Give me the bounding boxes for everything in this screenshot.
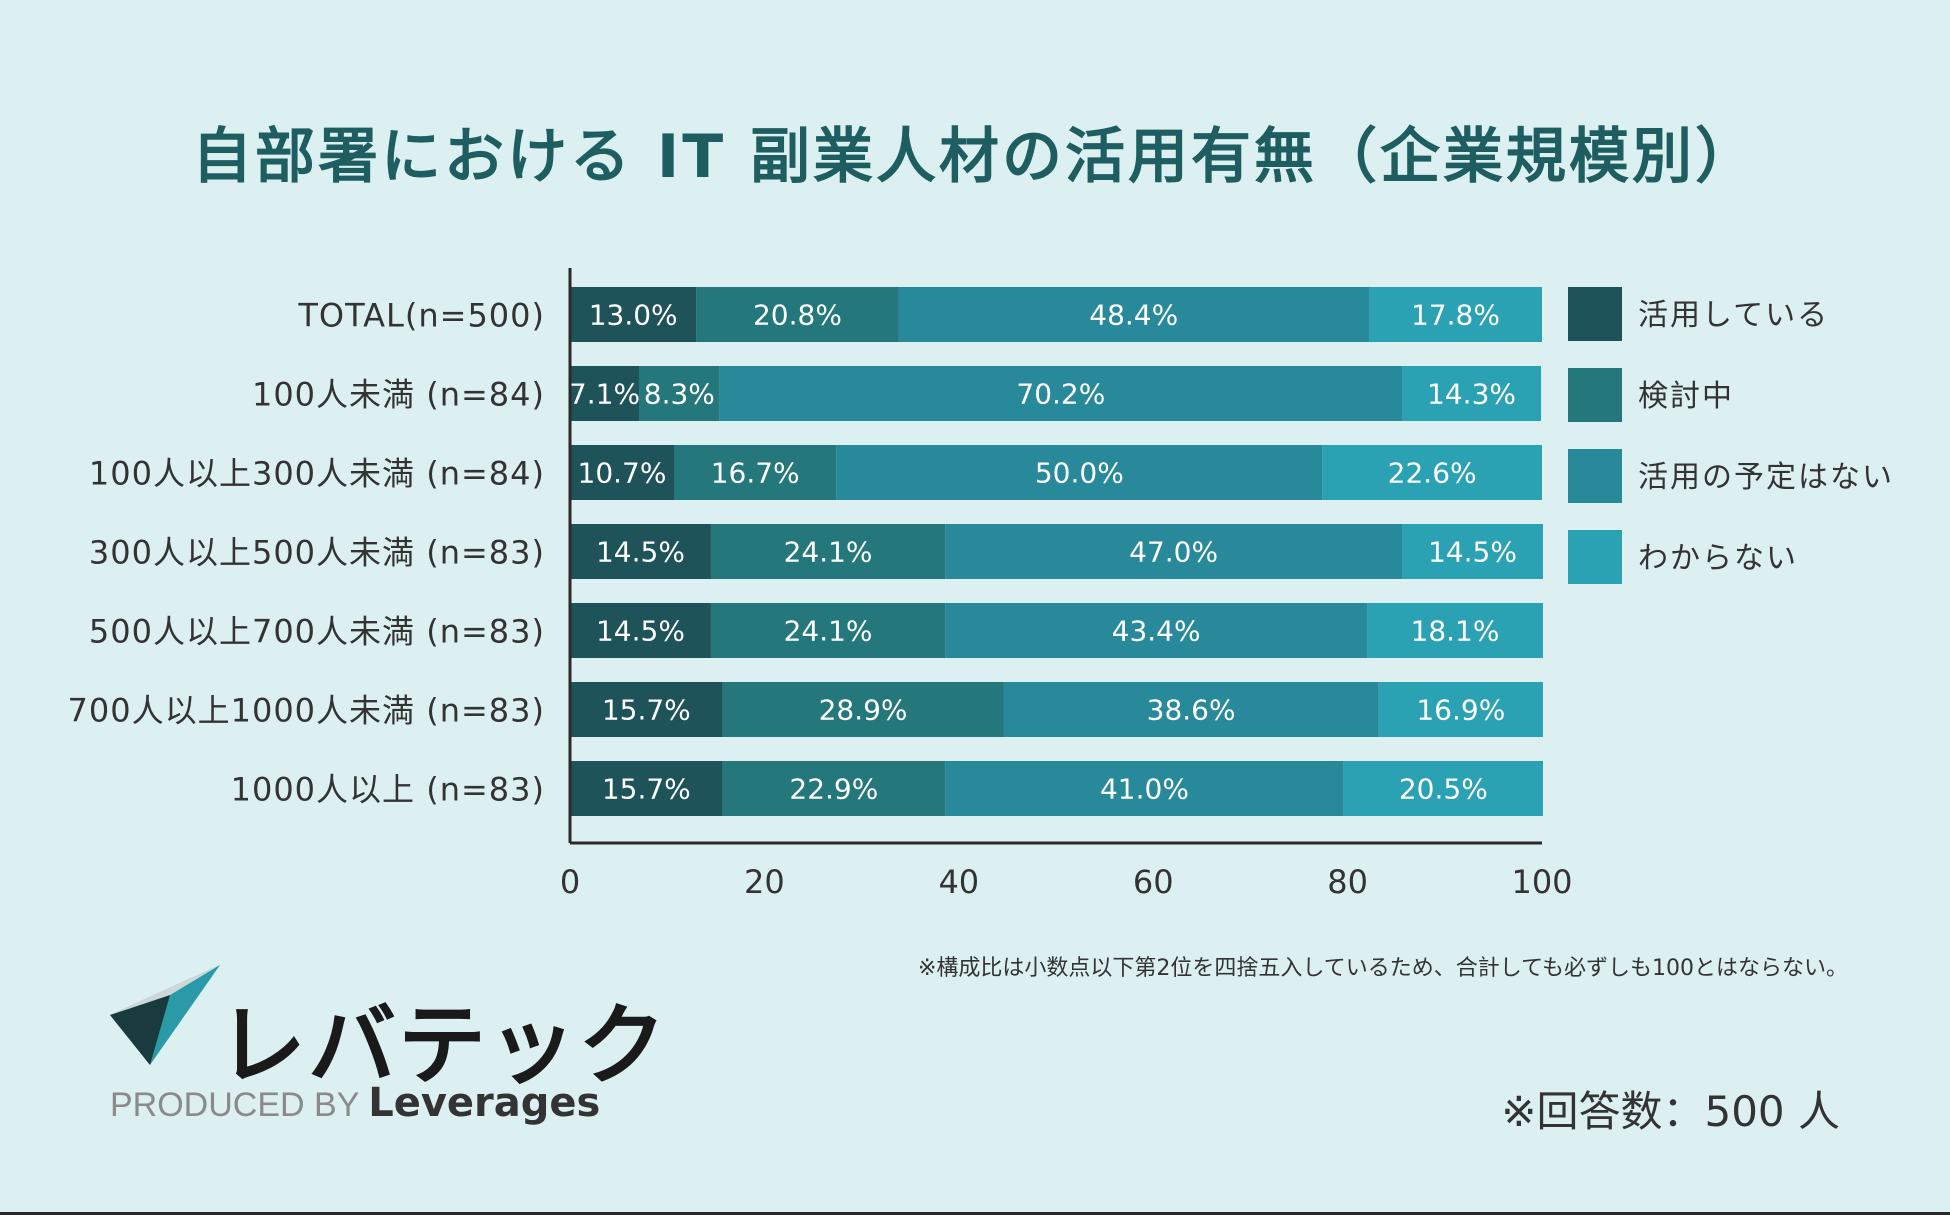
- bar-segment: [1322, 445, 1542, 500]
- bar-segment: [696, 287, 899, 342]
- x-tick-label: 100: [1511, 863, 1572, 901]
- x-tick-label: 40: [938, 863, 979, 901]
- category-label: 1000人以上 (n=83): [231, 771, 545, 809]
- bar-segment: [570, 287, 697, 342]
- x-tick-label: 0: [560, 863, 580, 901]
- produced-by-line: PRODUCED BY Leverages: [110, 1080, 600, 1126]
- category-label: 100人以上300人未満 (n=84): [89, 455, 545, 493]
- data-label: 28.9%: [819, 694, 908, 727]
- bar-segment: [1003, 682, 1379, 737]
- bar-segment: [1343, 761, 1543, 816]
- category-label: TOTAL(n=500): [297, 297, 545, 335]
- data-label: 24.1%: [784, 615, 873, 648]
- data-label: 48.4%: [1089, 299, 1178, 332]
- brand-logo-text: レバテック: [218, 994, 669, 1097]
- data-label: 10.7%: [578, 457, 667, 490]
- bar-segment: [945, 603, 1368, 658]
- legend-swatch: [1568, 530, 1622, 584]
- data-label: 41.0%: [1100, 773, 1189, 806]
- legend-swatch: [1568, 368, 1622, 422]
- bar-segment: [570, 524, 711, 579]
- data-label: 20.8%: [753, 299, 842, 332]
- data-label: 14.5%: [1428, 536, 1517, 569]
- data-label: 16.7%: [711, 457, 800, 490]
- bar-segment: [898, 287, 1369, 342]
- x-tick-label: 20: [744, 863, 785, 901]
- bar-segment: [570, 761, 723, 816]
- bar-segment: [674, 445, 837, 500]
- legend-label: 活用している: [1638, 298, 1829, 333]
- bar-segment: [945, 761, 1344, 816]
- bar-segment: [1402, 524, 1543, 579]
- footnote: ※構成比は小数点以下第2位を四捨五入しているため、合計しても必ずしも100とはな…: [917, 956, 1848, 981]
- data-label: 47.0%: [1129, 536, 1218, 569]
- company-name: Leverages: [368, 1080, 601, 1126]
- data-label: 15.7%: [602, 694, 691, 727]
- bar-segment: [570, 445, 675, 500]
- data-label: 20.5%: [1399, 773, 1488, 806]
- bar-segment: [722, 682, 1004, 737]
- data-label: 43.4%: [1112, 615, 1201, 648]
- bar-segment: [945, 524, 1403, 579]
- bottom-border: [0, 1212, 1950, 1215]
- logo-icon: [110, 965, 220, 1065]
- bar-segment: [1368, 287, 1542, 342]
- chart-title: 自部署における IT 副業人材の活用有無（企業規模別）: [191, 122, 1759, 192]
- data-label: 38.6%: [1147, 694, 1236, 727]
- data-label: 14.3%: [1427, 378, 1516, 411]
- data-label: 50.0%: [1035, 457, 1124, 490]
- data-label: 15.7%: [602, 773, 691, 806]
- legend-label: 活用の予定はない: [1638, 460, 1894, 495]
- bar-segment: [710, 524, 946, 579]
- x-tick-label: 60: [1133, 863, 1174, 901]
- legend-label: 検討中: [1638, 379, 1734, 414]
- category-label: 300人以上500人未満 (n=83): [89, 534, 545, 572]
- bar-segment: [1378, 682, 1543, 737]
- data-label: 17.8%: [1411, 299, 1500, 332]
- data-label: 22.6%: [1388, 457, 1477, 490]
- data-label: 13.0%: [589, 299, 678, 332]
- legend-swatch: [1568, 287, 1622, 341]
- data-label: 14.5%: [596, 615, 685, 648]
- data-label: 16.9%: [1416, 694, 1505, 727]
- data-label: 8.3%: [644, 378, 715, 411]
- bar-segment: [710, 603, 946, 658]
- category-label: 100人未満 (n=84): [252, 376, 545, 414]
- category-label: 700人以上1000人未満 (n=83): [68, 692, 545, 730]
- data-label: 24.1%: [784, 536, 873, 569]
- stacked-bar-chart: TOTAL(n=500) 13.0% 20.8% 48.4% 17.8% 100人未満 (…: [68, 268, 1894, 901]
- data-label: 18.1%: [1411, 615, 1500, 648]
- produced-by-label: PRODUCED BY: [110, 1086, 359, 1124]
- bar-segment: [1402, 366, 1542, 421]
- bar-segment: [719, 366, 1403, 421]
- data-label: 7.1%: [569, 378, 640, 411]
- data-label: 14.5%: [596, 536, 685, 569]
- bar-segment: [836, 445, 1323, 500]
- bar-segment: [570, 682, 723, 737]
- x-tick-label: 80: [1327, 863, 1368, 901]
- legend-swatch: [1568, 449, 1622, 503]
- bar-segment: [639, 366, 720, 421]
- data-label: 70.2%: [1016, 378, 1105, 411]
- bar-segment: [570, 366, 640, 421]
- bar-segment: [1367, 603, 1543, 658]
- data-label: 22.9%: [789, 773, 878, 806]
- respondent-count: ※回答数：500 人: [1501, 1087, 1840, 1136]
- bar-segment: [570, 603, 711, 658]
- category-label: 500人以上700人未満 (n=83): [89, 613, 545, 651]
- bar-segment: [722, 761, 946, 816]
- legend-label: わからない: [1638, 541, 1798, 576]
